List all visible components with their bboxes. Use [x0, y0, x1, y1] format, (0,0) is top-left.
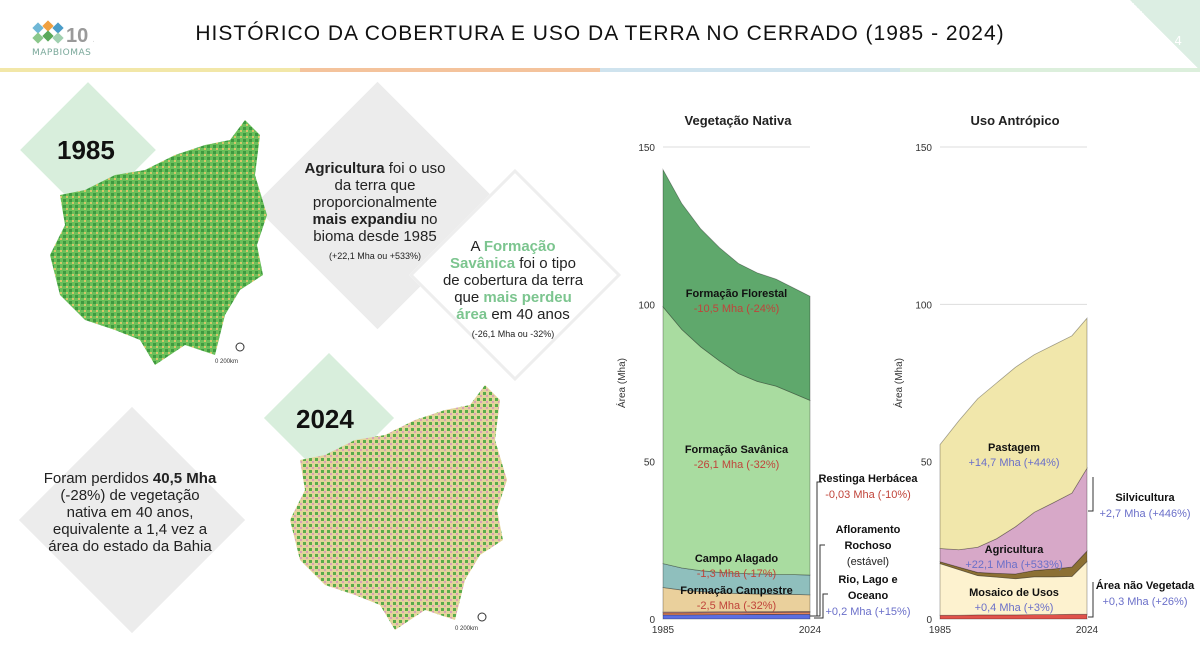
year-label-1985: 1985 [57, 135, 115, 165]
series-name: Restinga Herbácea [818, 473, 918, 485]
y-tick-label: 100 [915, 300, 932, 311]
area-pastagem [939, 317, 1088, 551]
series-change: -26,1 Mha (-32%) [693, 459, 780, 471]
series-name: Rio, Lago e Oceano [838, 574, 898, 602]
annotation-leader-line [1088, 582, 1094, 618]
series-change: -0,03 Mha (-10%) [825, 489, 911, 501]
page-number-corner: 4 [1130, 0, 1200, 70]
callout-text: no bioma desde 1985 [313, 211, 438, 245]
y-tick-label: 50 [921, 458, 933, 469]
label-campo-alagado: Campo Alagado -1,3 Mha (-17%) [663, 552, 810, 582]
logo-text: MAPBIOMAS [32, 48, 92, 58]
series-change: (estável) [846, 556, 890, 568]
series-change: +2,7 Mha (+446%) [1099, 508, 1191, 520]
series-change: -10,5 Mha (-24%) [693, 303, 780, 315]
y-tick-label: 50 [644, 458, 656, 469]
north-arrow-icon [477, 612, 487, 622]
x-tick-label: 1985 [652, 625, 675, 636]
series-name: Mosaico de Usos [969, 587, 1059, 599]
callout-text: Foram perdidos [43, 470, 153, 487]
label-florestal: Formação Florestal -10,5 Mha (-24%) [663, 287, 810, 317]
y-tick-label: 150 [638, 143, 655, 154]
area-forma-o-florestal [662, 168, 811, 402]
series-change: +14,7 Mha (+44%) [968, 457, 1060, 469]
callout-bold: 40,5 Mha [152, 470, 217, 487]
series-change: -2,5 Mha (-32%) [696, 600, 777, 612]
x-tick-label: 2024 [1076, 625, 1099, 636]
page-number: 4 [1174, 34, 1182, 48]
chart-uso-antropico: 0 50 100 150 Área (Mha) 1985 2024 [892, 143, 1099, 636]
annotation-restinga: Restinga Herbácea -0,03 Mha (-10%) [818, 471, 918, 503]
annotation-rio-lago: Rio, Lago e Oceano +0,2 Mha (+15%) [818, 572, 918, 620]
y-axis-label: Área (Mha) [892, 358, 905, 408]
x-tick-label: 1985 [929, 625, 952, 636]
north-arrow-icon [235, 342, 245, 352]
series-name: Área não Vegetada [1095, 580, 1195, 592]
callout-text: em 40 anos [487, 306, 570, 323]
label-savanica: Formação Savânica -26,1 Mha (-32%) [663, 443, 810, 473]
y-tick-label: 100 [638, 300, 655, 311]
cerrado-map-shape [50, 120, 267, 365]
cerrado-map-shape [290, 385, 507, 630]
series-change: +0,3 Mha (+26%) [1102, 596, 1188, 608]
label-campestre: Formação Campestre -2,5 Mha (-32%) [663, 584, 810, 614]
y-tick-label: 150 [915, 143, 932, 154]
callout-text: foi o tipo de cobertura da terra que [442, 255, 584, 306]
series-name: Formação Campestre [680, 585, 793, 597]
callout-bold: mais expandiu [312, 211, 417, 228]
area-forma-o-sav-nica [662, 305, 811, 576]
page-title: HISTÓRICO DA COBERTURA E USO DA TERRA NO… [195, 22, 1005, 45]
annotation-leader-line [812, 544, 825, 617]
year-label-2024: 2024 [296, 404, 354, 434]
callout-note: (+22,1 Mha ou +533%) [328, 251, 422, 261]
series-name: Formação Florestal [685, 288, 788, 300]
header-divider [0, 68, 1200, 72]
map-scale: 0 200km [215, 359, 238, 365]
y-axis-label: Área (Mha) [615, 358, 628, 408]
annotation-leader-line [814, 593, 828, 619]
series-name: Afloramento Rochoso [835, 524, 901, 552]
y-tick-label: 0 [649, 615, 655, 626]
series-change: +22,1 Mha (+533%) [965, 559, 1063, 571]
series-name: Campo Alagado [694, 553, 779, 565]
series-name: Pastagem [988, 442, 1040, 454]
label-agricultura: Agricultura +22,1 Mha (+533%) [940, 543, 1088, 573]
chart-title-antropico: Uso Antrópico [970, 113, 1060, 128]
label-mosaico: Mosaico de Usos +0,4 Mha (+3%) [940, 586, 1088, 616]
map-scale: 0 200km [455, 626, 478, 632]
label-pastagem: Pastagem +14,7 Mha (+44%) [940, 441, 1088, 471]
callout-text: foi o uso da terra que proporcionalmente [312, 160, 446, 211]
x-tick-label: 2024 [799, 625, 822, 636]
callout-bold: Agricultura [304, 160, 385, 177]
callout-highlight: mais perdeu área [456, 289, 572, 323]
chart-vegetacao-nativa: 0 50 100 150 Área (Mha) 1985 2024 [615, 143, 828, 636]
series-change: +0,2 Mha (+15%) [825, 606, 911, 618]
area-afloramento-rochoso [662, 611, 811, 616]
area-restinga-herb-cea [662, 611, 811, 614]
area-forma-o-campestre [662, 587, 811, 613]
callout-perdidos: Foram perdidos 40,5 Mha (-28%) de vegeta… [40, 470, 220, 555]
series-name: Agricultura [984, 544, 1044, 556]
map-1985: 0 200km [50, 120, 267, 365]
chart-title-nativa: Vegetação Nativa [684, 113, 792, 128]
map-2024: 0 200km [290, 385, 507, 632]
annotation-silvicultura: Silvicultura +2,7 Mha (+446%) [1095, 490, 1195, 522]
callout-text: (-28%) de vegetação nativa em 40 anos, e… [48, 487, 212, 555]
annotation-leader-line [1088, 477, 1094, 512]
series-change: +0,4 Mha (+3%) [974, 602, 1054, 614]
series-change: -1,3 Mha (-17%) [696, 568, 777, 580]
series-name: Formação Savânica [684, 444, 789, 456]
annotation-nao-vegetada: Área não Vegetada +0,3 Mha (+26%) [1095, 578, 1195, 610]
callout-highlight: Formação Savânica [450, 238, 556, 272]
callout-note: (-26,1 Mha ou -32%) [471, 329, 555, 339]
callout-text: A [470, 238, 484, 255]
area-rio-lago-e-oceano [662, 613, 811, 620]
series-name: Silvicultura [1115, 492, 1175, 504]
y-tick-label: 0 [926, 615, 932, 626]
annotation-afloramento: Afloramento Rochoso (estável) [818, 522, 918, 570]
callout-agricultura: Agricultura foi o uso da terra que propo… [300, 160, 450, 265]
callout-savanica: A Formação Savânica foi o tipo de cobert… [440, 238, 586, 343]
